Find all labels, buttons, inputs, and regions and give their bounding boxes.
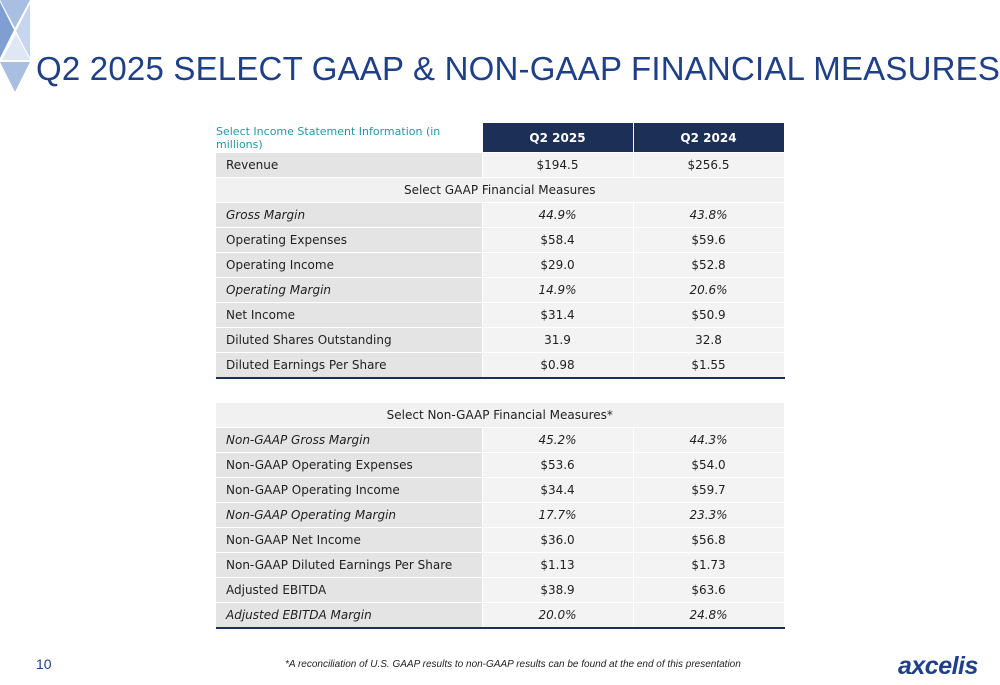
table-row: Diluted Shares Outstanding 31.9 32.8 [216,327,785,353]
row-value-q2-2024: 20.6% [633,277,785,303]
table-row: Operating Expenses $58.4 $59.6 [216,227,785,253]
row-value-q2-2025: 17.7% [482,502,634,528]
decorative-triangles-icon [0,0,30,92]
row-value-q2-2025: $38.9 [482,577,634,603]
row-value-q2-2025: $29.0 [482,252,634,278]
row-label: Non-GAAP Diluted Earnings Per Share [216,552,483,578]
row-value-q2-2024: 23.3% [633,502,785,528]
table-row: Net Income $31.4 $50.9 [216,302,785,328]
row-label: Operating Expenses [216,227,483,253]
row-value-q2-2025: 20.0% [482,602,634,629]
row-value-q2-2025: 14.9% [482,277,634,303]
row-label: Gross Margin [216,202,483,228]
row-value-q2-2025: $31.4 [482,302,634,328]
row-label: Non-GAAP Gross Margin [216,427,483,453]
section-title: Select GAAP Financial Measures [216,177,785,203]
page-title: Q2 2025 SELECT GAAP & NON-GAAP FINANCIAL… [36,50,1000,87]
row-value-q2-2024: 44.3% [633,427,785,453]
row-value-q2-2025: $53.6 [482,452,634,478]
row-value-q2-2024: 24.8% [633,602,785,629]
footnote: *A reconciliation of U.S. GAAP results t… [285,659,741,670]
table-row: Operating Margin 14.9% 20.6% [216,277,785,303]
row-label: Net Income [216,302,483,328]
row-value-q2-2025: 44.9% [482,202,634,228]
table-row: Non-GAAP Operating Expenses $53.6 $54.0 [216,452,785,478]
table-row: Operating Income $29.0 $52.8 [216,252,785,278]
gaap-table: Select Income Statement Information (in … [216,123,785,379]
table-row: Adjusted EBITDA $38.9 $63.6 [216,577,785,603]
row-label: Diluted Earnings Per Share [216,352,483,379]
row-value-q2-2024: $54.0 [633,452,785,478]
row-value-q2-2025: $194.5 [482,152,634,178]
row-value-q2-2025: $1.13 [482,552,634,578]
table-row: Non-GAAP Operating Margin 17.7% 23.3% [216,502,785,528]
section-title: Select Non-GAAP Financial Measures* [216,403,785,428]
row-label: Adjusted EBITDA [216,577,483,603]
row-label: Non-GAAP Net Income [216,527,483,553]
row-value-q2-2025: $36.0 [482,527,634,553]
non-gaap-table: Select Non-GAAP Financial Measures* Non-… [216,403,785,629]
row-value-q2-2024: $56.8 [633,527,785,553]
row-value-q2-2025: 31.9 [482,327,634,353]
row-label: Revenue [216,152,483,178]
row-value-q2-2024: 32.8 [633,327,785,353]
row-label: Operating Margin [216,277,483,303]
row-value-q2-2024: $63.6 [633,577,785,603]
row-value-q2-2024: $52.8 [633,252,785,278]
row-value-q2-2025: 45.2% [482,427,634,453]
column-header-q2-2024: Q2 2024 [633,123,785,153]
row-label: Diluted Shares Outstanding [216,327,483,353]
row-value-q2-2024: $50.9 [633,302,785,328]
section-row-gaap: Select GAAP Financial Measures [216,177,785,203]
row-label: Adjusted EBITDA Margin [216,602,483,629]
row-value-q2-2025: $34.4 [482,477,634,503]
row-label: Non-GAAP Operating Margin [216,502,483,528]
table-header-row: Select Income Statement Information (in … [216,123,785,153]
row-label: Operating Income [216,252,483,278]
table-row: Non-GAAP Net Income $36.0 $56.8 [216,527,785,553]
table-row: Non-GAAP Operating Income $34.4 $59.7 [216,477,785,503]
section-row-non-gaap: Select Non-GAAP Financial Measures* [216,403,785,428]
company-logo: axcelis [898,652,978,680]
column-header-q2-2025: Q2 2025 [482,123,634,153]
table-row: Adjusted EBITDA Margin 20.0% 24.8% [216,602,785,629]
table-row: Non-GAAP Gross Margin 45.2% 44.3% [216,427,785,453]
row-value-q2-2024: 43.8% [633,202,785,228]
table-row: Diluted Earnings Per Share $0.98 $1.55 [216,352,785,379]
row-label: Non-GAAP Operating Income [216,477,483,503]
table-header-label: Select Income Statement Information (in … [216,123,483,153]
row-value-q2-2024: $1.55 [633,352,785,379]
table-row: Gross Margin 44.9% 43.8% [216,202,785,228]
table-row: Non-GAAP Diluted Earnings Per Share $1.1… [216,552,785,578]
row-value-q2-2024: $59.6 [633,227,785,253]
row-value-q2-2025: $0.98 [482,352,634,379]
row-value-q2-2025: $58.4 [482,227,634,253]
row-label: Non-GAAP Operating Expenses [216,452,483,478]
row-value-q2-2024: $256.5 [633,152,785,178]
page-number: 10 [36,656,52,672]
row-value-q2-2024: $1.73 [633,552,785,578]
row-value-q2-2024: $59.7 [633,477,785,503]
table-row-revenue: Revenue $194.5 $256.5 [216,152,785,178]
